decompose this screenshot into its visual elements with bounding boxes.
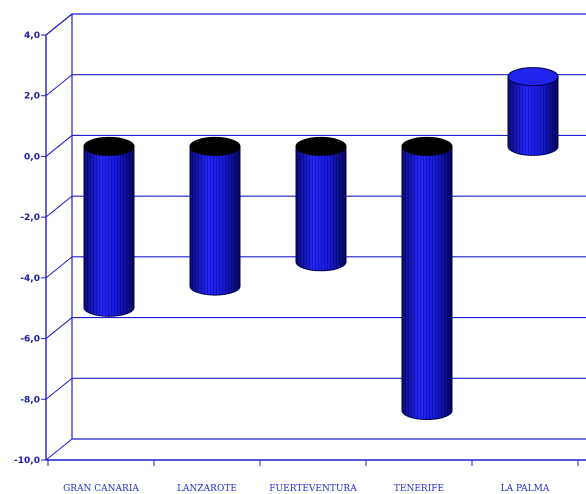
bar	[507, 67, 559, 156]
bar	[295, 136, 347, 272]
bar	[189, 136, 241, 296]
x-tick-label: GRAN CANARIA	[63, 484, 139, 494]
gridline-depth	[45, 74, 73, 97]
bar-cap	[507, 67, 559, 87]
y-tick-label: 2,0	[24, 92, 40, 102]
bar	[401, 136, 453, 421]
y-tick-label: 4,0	[24, 31, 40, 41]
bar-texture	[508, 76, 558, 156]
y-tick-label: 0,0	[24, 152, 40, 162]
bar-cap	[401, 136, 453, 156]
y-tick-label: -6,0	[20, 335, 40, 345]
axes	[41, 13, 586, 466]
gridline-depth	[45, 135, 73, 157]
bar-texture	[402, 146, 452, 420]
y-tick-label: -4,0	[20, 274, 40, 284]
bars	[83, 67, 559, 421]
gridline-depth	[45, 438, 73, 461]
y-tick-label: -2,0	[20, 213, 40, 223]
gridline-depth	[45, 317, 73, 339]
bar-texture	[84, 146, 134, 317]
gridline-depth	[45, 13, 73, 36]
gridline-depth	[45, 377, 73, 400]
gridline-depth	[45, 256, 73, 279]
bar-texture	[296, 146, 346, 271]
bar	[83, 136, 135, 317]
y-tick-label: -8,0	[20, 395, 40, 405]
x-tick-label: LA PALMA	[501, 484, 550, 494]
y-tick-label: -10,0	[14, 456, 40, 466]
axis-labels: 4,0 2,0 0,0 -2,0 -4,0 -6,0 -8,0 -10,0 GRAN CANAR…	[14, 31, 550, 494]
bar-cap	[83, 136, 135, 156]
x-tick-label: TENERIFE	[394, 484, 444, 494]
gridline-depth	[45, 195, 73, 218]
x-tick-label: FUERTEVENTURA	[269, 484, 357, 494]
bar-texture	[190, 146, 240, 296]
bar-cap	[295, 136, 347, 156]
x-tick-label: LANZAROTE	[177, 484, 237, 494]
bar-cap	[189, 136, 241, 156]
